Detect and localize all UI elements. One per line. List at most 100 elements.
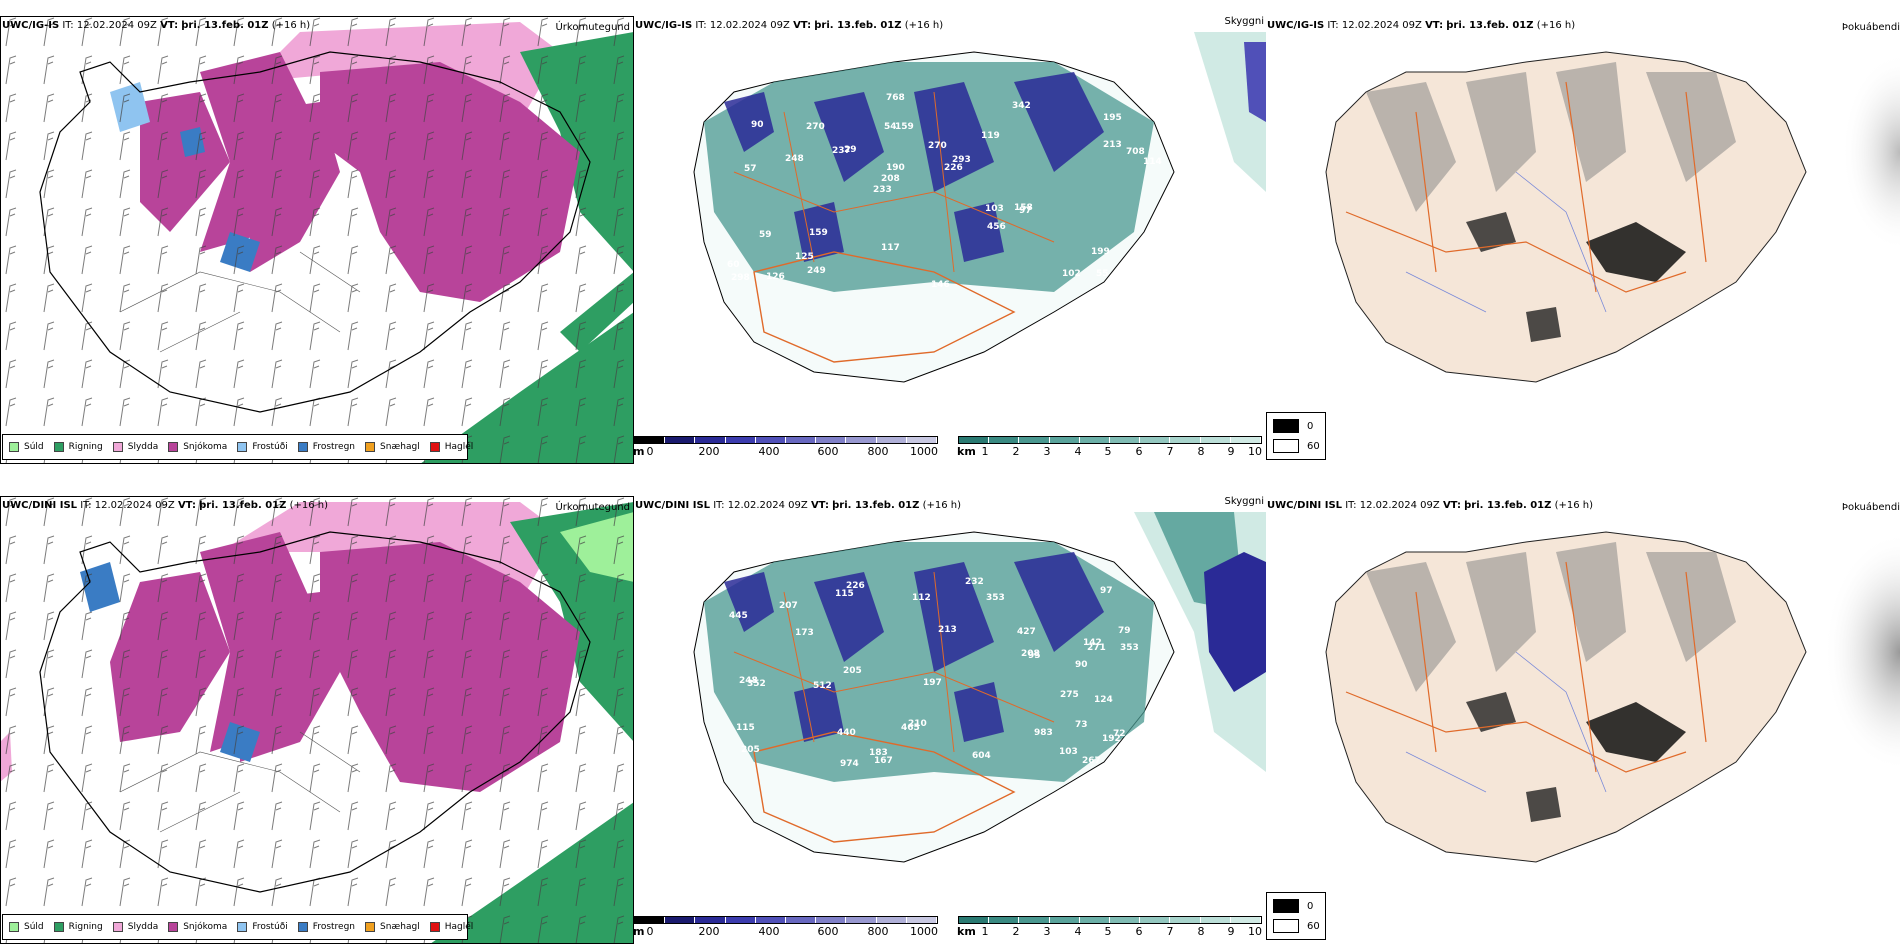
visibility-bar-segment (959, 437, 990, 443)
visibility-tick: 5 (1104, 925, 1112, 938)
ceiling-value-label: 226 (846, 581, 865, 591)
ceiling-value-label: 119 (981, 131, 1000, 141)
ceiling-value-label: 456 (987, 222, 1006, 232)
it-label: IT: (713, 500, 725, 511)
ceiling-value-label: 604 (972, 751, 991, 761)
fog-legend-label: 60 (1307, 920, 1320, 932)
visibility-bar-segment (959, 917, 990, 923)
ceiling-value-label: 353 (986, 593, 1005, 603)
ceiling-value-label: 208 (1021, 649, 1040, 659)
ceiling-value-label: 124 (1094, 695, 1113, 705)
visibility-bar-segment (1230, 437, 1262, 443)
legend-label: Frostúði (252, 442, 288, 452)
visibility-bar-segment (1140, 917, 1171, 923)
fog-swatch (1273, 919, 1299, 933)
ceiling-value-label: 183 (869, 748, 888, 758)
it-value: 12.02.2024 09Z (727, 500, 808, 511)
visibility-bar (958, 916, 1262, 924)
legend-item: Frostúði (237, 442, 288, 452)
legend-item: Snæhagl (365, 442, 420, 452)
fog-panel-bottom: UWC/DINI ISL IT: 12.02.2024 09Z VT: þri.… (1266, 492, 1900, 944)
visibility-tick: 6 (1135, 445, 1143, 458)
vt-label: VT: (810, 500, 829, 511)
visibility-tick: 6 (1135, 925, 1143, 938)
visibility-bar-segment (1019, 437, 1050, 443)
visibility-tick: 9 (1227, 445, 1235, 458)
ceiling-bar-segment (846, 437, 877, 443)
it-label: IT: (80, 500, 92, 511)
ceiling-tick: 800 (867, 445, 889, 458)
legend-swatch (53, 442, 64, 452)
ceiling-value-label: 103 (985, 204, 1004, 214)
visibility-unit: km (957, 925, 976, 938)
legend-label: Frostregn (312, 442, 356, 452)
ceiling-value-label: 125 (795, 252, 814, 262)
ceiling-value-label: 270 (928, 141, 947, 151)
legend-swatch (297, 922, 308, 932)
ceiling-value-label: 192 (1102, 734, 1121, 744)
fog-legend-row: 60 (1273, 919, 1320, 933)
ceiling-value-label: 249 (807, 266, 826, 276)
legend-swatch (168, 442, 179, 452)
legend-item: Rigning (53, 922, 103, 932)
ceiling-bar-segment (816, 917, 847, 923)
ceiling-value-label: 95 (1028, 651, 1041, 661)
vt-label: VT: (177, 500, 196, 511)
precip-map-top (1, 17, 633, 463)
legend-swatch (9, 442, 19, 452)
it-value: 12.02.2024 09Z (709, 20, 790, 31)
ceiling-value-label: 90 (1075, 660, 1088, 670)
vt-value: þri. 13.feb. 01Z (814, 20, 902, 31)
lead-time: (+16 h) (1554, 500, 1594, 511)
visibility-tick: 1 (981, 925, 989, 938)
ceiling-value-label: 271 (1087, 643, 1106, 653)
ceiling-value-label: 248 (739, 676, 758, 686)
legend-swatch (429, 922, 440, 932)
it-label: IT: (695, 20, 707, 31)
ceiling-value-label: 159 (809, 228, 828, 238)
fog-legend-label: 0 (1307, 900, 1314, 912)
model-name: UWC/DINI ISL (1267, 500, 1343, 511)
visibility-bar-segment (1019, 917, 1050, 923)
ceiling-value-label: 708 (1126, 147, 1145, 157)
legend-swatch (112, 442, 123, 452)
visibility-colorbar-top: km 1 2 3 4 5 6 7 8 9 10 (957, 436, 1262, 462)
visibility-bar-segment (1110, 437, 1141, 443)
visibility-bar-segment (1170, 917, 1201, 923)
ceiling-bar-segment (695, 437, 726, 443)
fog-title-bottom: Þokuábendi (1841, 502, 1900, 513)
fog-header-top: UWC/IG-IS IT: 12.02.2024 09Z VT: þri. 13… (1267, 20, 1575, 32)
ceiling-value-label: 79 (1118, 626, 1131, 636)
ceiling-value-label: 275 (1060, 690, 1079, 700)
ceiling-tick: 200 (698, 925, 720, 938)
ceiling-tick: 0 (646, 445, 654, 458)
legend-item: Frostregn (297, 922, 356, 932)
lead-time: (+16 h) (271, 20, 311, 31)
legend-item: Frostregn (297, 442, 356, 452)
ceiling-value-label: 226 (944, 163, 963, 173)
model-name: UWC/IG-IS (635, 20, 693, 31)
precip-title-top: Úrkomutegund (555, 22, 630, 33)
lead-time: (+16 h) (922, 500, 962, 511)
lead-time: (+16 h) (289, 500, 329, 511)
legend-swatch (53, 922, 64, 932)
ceiling-tick: 400 (758, 925, 780, 938)
ceiling-value-label: 97 (1019, 206, 1032, 216)
ceiling-bar-segment (876, 917, 907, 923)
ceiling-bar-segment (906, 917, 938, 923)
legend-label: Slydda (127, 922, 159, 932)
visibility-bar-segment (1110, 917, 1141, 923)
ceiling-value-label: 173 (795, 628, 814, 638)
legend-label: Frostregn (312, 922, 356, 932)
ceiling-value-label: 102 (1062, 269, 1081, 279)
legend-swatch (429, 442, 440, 452)
ceiling-value-label: 427 (1017, 627, 1036, 637)
vt-label: VT: (160, 20, 179, 31)
legend-item: Slydda (112, 922, 159, 932)
ceiling-value-label: 208 (881, 174, 900, 184)
ceiling-value-label: 445 (729, 611, 748, 621)
fog-map-bottom (1266, 512, 1900, 912)
ceiling-bar (634, 436, 938, 444)
it-label: IT: (1345, 500, 1357, 511)
ceiling-tick: 200 (698, 445, 720, 458)
